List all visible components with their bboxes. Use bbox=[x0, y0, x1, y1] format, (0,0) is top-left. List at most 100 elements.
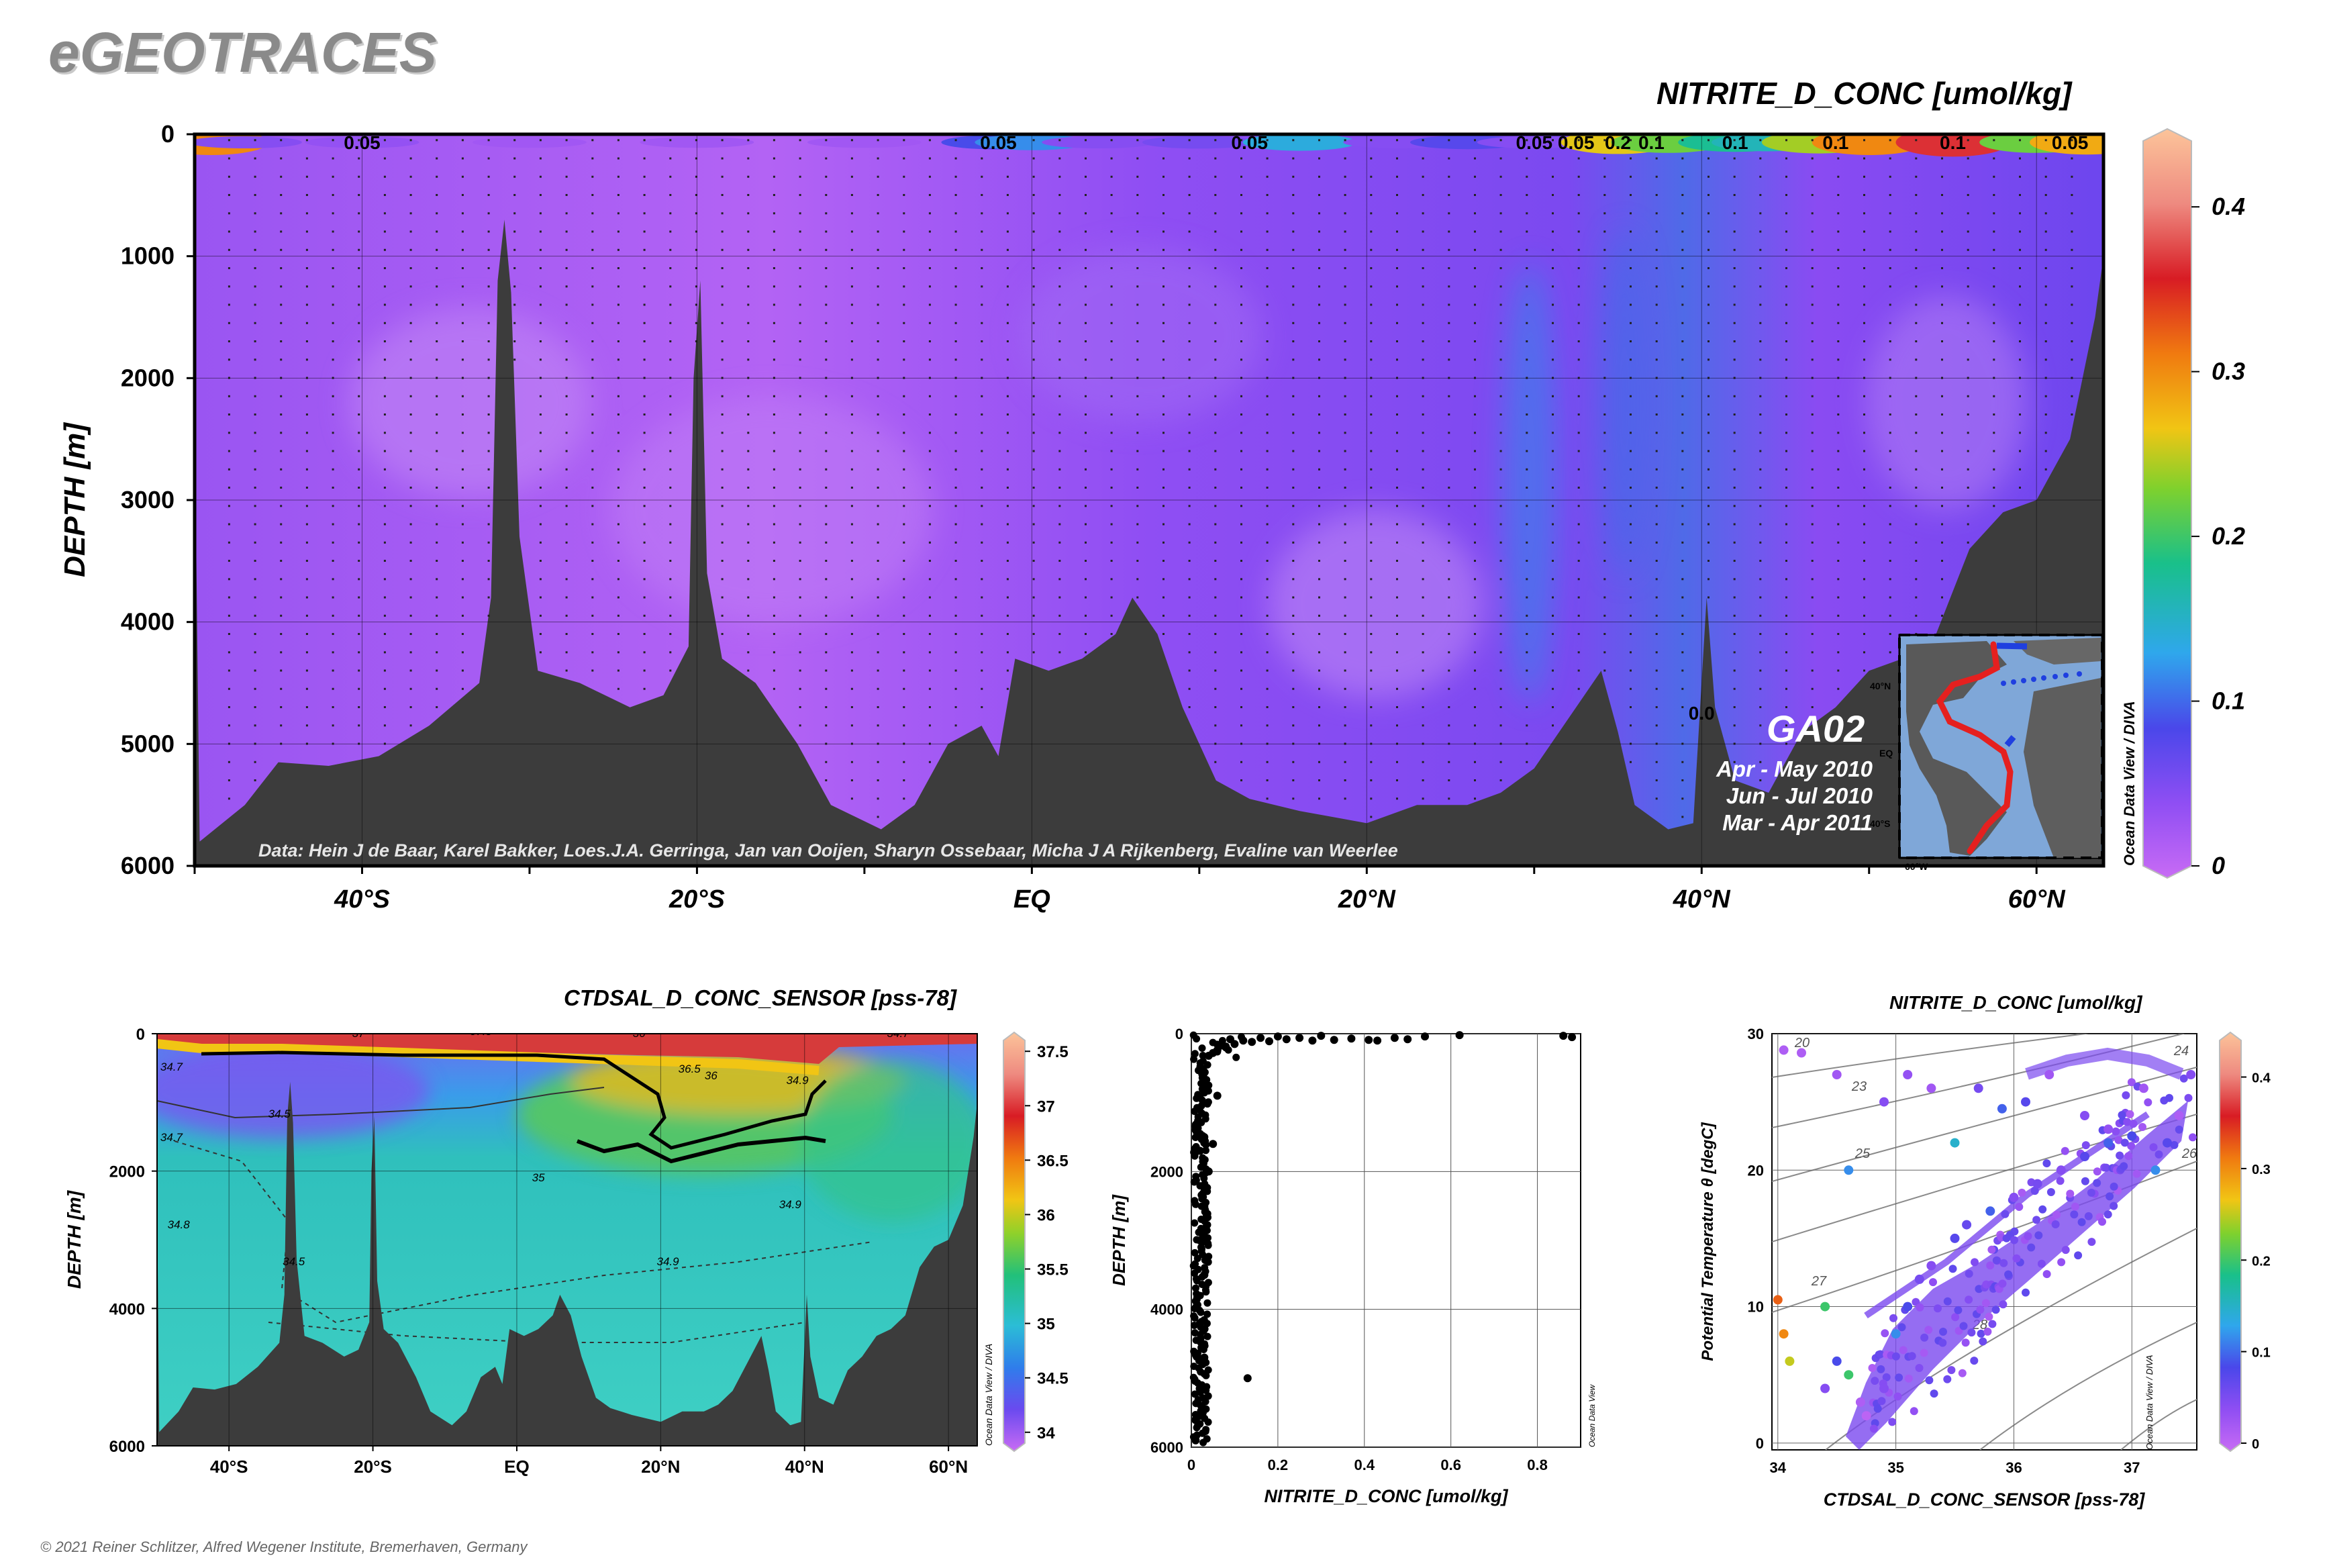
station-dot bbox=[1422, 285, 1424, 288]
station-dot bbox=[1474, 651, 1476, 654]
station-dot bbox=[1941, 560, 1943, 562]
station-dot bbox=[1214, 432, 1217, 434]
station-dot bbox=[850, 669, 853, 672]
station-dot bbox=[799, 560, 801, 562]
station-dot bbox=[1032, 157, 1035, 160]
station-dot bbox=[669, 212, 672, 215]
station-dot bbox=[954, 633, 957, 635]
station-dot bbox=[1214, 541, 1217, 544]
ts-point bbox=[1891, 1352, 1900, 1361]
station-dot bbox=[332, 669, 334, 672]
station-dot bbox=[1603, 450, 1606, 452]
station-dot bbox=[981, 212, 983, 215]
station-dot bbox=[1292, 322, 1295, 324]
station-dot bbox=[981, 413, 983, 415]
station-dot bbox=[1759, 523, 1762, 526]
station-dot bbox=[1681, 285, 1684, 288]
station-dot bbox=[1630, 651, 1632, 654]
ts-point bbox=[1773, 1295, 1783, 1305]
station-dot bbox=[1785, 432, 1787, 434]
station-dot bbox=[1318, 505, 1320, 507]
station-dot bbox=[1422, 157, 1424, 160]
ts-point bbox=[2127, 1131, 2137, 1141]
salinity-gridlines bbox=[157, 1034, 977, 1446]
ts-point bbox=[1871, 1377, 1879, 1385]
station-dot bbox=[1292, 742, 1295, 745]
station-dot bbox=[850, 450, 853, 452]
ts-point bbox=[2032, 1179, 2042, 1189]
station-dot bbox=[1733, 669, 1736, 672]
station-dot bbox=[1915, 322, 1918, 324]
ts-point bbox=[2081, 1177, 2089, 1185]
station-dot bbox=[877, 505, 879, 507]
station-dot bbox=[747, 505, 750, 507]
profile-point bbox=[1265, 1037, 1273, 1046]
station-dot bbox=[1630, 541, 1632, 544]
station-dot bbox=[1681, 432, 1684, 434]
ts-point bbox=[1939, 1328, 1947, 1336]
station-dot bbox=[1655, 724, 1658, 727]
station-dot bbox=[1292, 157, 1295, 160]
station-dot bbox=[1630, 706, 1632, 708]
station-dot bbox=[981, 687, 983, 690]
station-dot bbox=[1422, 248, 1424, 251]
station-dot bbox=[1733, 139, 1736, 142]
ts-point bbox=[1985, 1312, 1993, 1321]
station-dot bbox=[1032, 487, 1035, 489]
station-dot bbox=[928, 687, 931, 690]
isopycnal-label: 25 bbox=[1854, 1146, 1871, 1161]
station-dot bbox=[1526, 340, 1528, 342]
station-dot bbox=[1655, 139, 1658, 142]
station-dot bbox=[383, 212, 386, 215]
station-dot bbox=[1032, 468, 1035, 471]
station-dot bbox=[1188, 651, 1191, 654]
station-dot bbox=[461, 340, 464, 342]
profile-point bbox=[1199, 1052, 1207, 1059]
station-dot bbox=[461, 285, 464, 288]
station-dot bbox=[981, 157, 983, 160]
station-dot bbox=[1318, 706, 1320, 708]
station-dot bbox=[1655, 303, 1658, 306]
station-dot bbox=[954, 285, 957, 288]
station-dot bbox=[617, 541, 620, 544]
station-dot bbox=[1655, 651, 1658, 654]
station-dot bbox=[254, 487, 256, 489]
station-dot bbox=[358, 175, 360, 178]
station-dot bbox=[1655, 413, 1658, 415]
station-dot bbox=[1707, 322, 1710, 324]
ts-point bbox=[2123, 1118, 2132, 1126]
station-dot bbox=[850, 230, 853, 233]
station-dot bbox=[1032, 267, 1035, 269]
station-dot bbox=[825, 358, 828, 361]
station-dot bbox=[305, 487, 308, 489]
station-dot bbox=[1733, 194, 1736, 196]
station-dot bbox=[825, 706, 828, 708]
station-dot bbox=[1448, 212, 1450, 215]
station-dot bbox=[228, 358, 230, 361]
station-dot bbox=[1785, 706, 1787, 708]
ts-point bbox=[2004, 1270, 2013, 1279]
station-dot bbox=[1292, 523, 1295, 526]
station-dot bbox=[1110, 267, 1113, 269]
station-dot bbox=[1915, 303, 1918, 306]
station-dot bbox=[228, 742, 230, 745]
station-dot bbox=[825, 285, 828, 288]
station-dot bbox=[461, 596, 464, 599]
station-dot bbox=[487, 450, 490, 452]
station-dot bbox=[1240, 651, 1242, 654]
station-dot bbox=[358, 450, 360, 452]
station-dot bbox=[954, 230, 957, 233]
station-dot bbox=[305, 358, 308, 361]
station-dot bbox=[1110, 468, 1113, 471]
data-credit: Data: Hein J de Baar, Karel Bakker, Loes… bbox=[258, 840, 1398, 861]
station-dot bbox=[981, 669, 983, 672]
station-dot bbox=[1240, 596, 1242, 599]
station-dot bbox=[358, 157, 360, 160]
station-dot bbox=[1370, 724, 1373, 727]
station-dot bbox=[1214, 413, 1217, 415]
station-dot bbox=[773, 505, 775, 507]
station-dot bbox=[383, 377, 386, 379]
station-dot bbox=[2071, 139, 2073, 142]
station-dot bbox=[280, 450, 283, 452]
station-dot bbox=[877, 761, 879, 763]
